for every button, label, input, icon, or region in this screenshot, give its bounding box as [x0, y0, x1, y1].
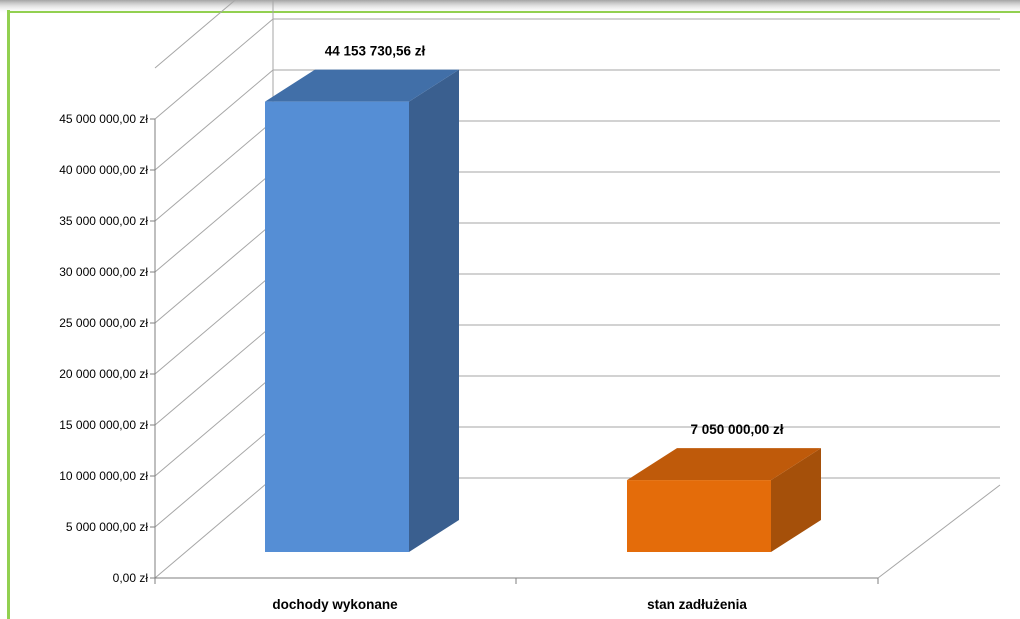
bar-side-face	[771, 448, 821, 552]
bars	[265, 69, 821, 552]
bar-front-face	[627, 480, 771, 552]
gridline-side-9	[154, 18, 274, 120]
gridline-side-7	[154, 120, 274, 222]
y-tick-label: 25 000 000,00 zł	[59, 316, 148, 330]
y-tick-label: 0,00 zł	[113, 571, 149, 585]
floor-right-edge	[877, 484, 1001, 579]
gridline-side-top	[154, 0, 237, 69]
gridline-side-0	[154, 477, 274, 579]
x-category-label: dochody wykonane	[272, 597, 398, 612]
gridline-side-3	[154, 324, 274, 426]
gridline-side-6	[154, 171, 274, 273]
gridline-side-4	[154, 273, 274, 375]
bar-side-face	[409, 69, 459, 552]
axes	[150, 118, 1001, 584]
y-tick-label: 20 000 000,00 zł	[59, 367, 148, 381]
labels: 0,00 zł 5 000 000,00 zł 10 000 000,00 zł 15…	[59, 44, 784, 612]
gridline-side-8	[154, 69, 274, 171]
frame-top-shadow	[0, 0, 1020, 14]
gridline-side-2	[154, 375, 274, 477]
x-category-label: stan zadłużenia	[647, 597, 747, 612]
y-tick-label: 30 000 000,00 zł	[59, 265, 148, 279]
y-tick-label: 35 000 000,00 zł	[59, 214, 148, 228]
bar-0	[265, 69, 459, 552]
gridline-side-5	[154, 222, 274, 324]
bar-1	[627, 448, 821, 552]
gridline-side-1	[154, 426, 274, 528]
bar-top-face	[627, 448, 821, 481]
y-tick-label: 45 000 000,00 zł	[59, 112, 148, 126]
bar-top-face	[265, 69, 459, 102]
bar-front-face	[265, 101, 409, 552]
data-label: 7 050 000,00 zł	[690, 422, 783, 437]
y-tick-label: 5 000 000,00 zł	[66, 520, 148, 534]
data-label: 44 153 730,56 zł	[325, 44, 426, 59]
y-tick-label: 10 000 000,00 zł	[59, 469, 148, 483]
y-tick-label: 40 000 000,00 zł	[59, 163, 148, 177]
y-tick-label: 15 000 000,00 zł	[59, 418, 148, 432]
